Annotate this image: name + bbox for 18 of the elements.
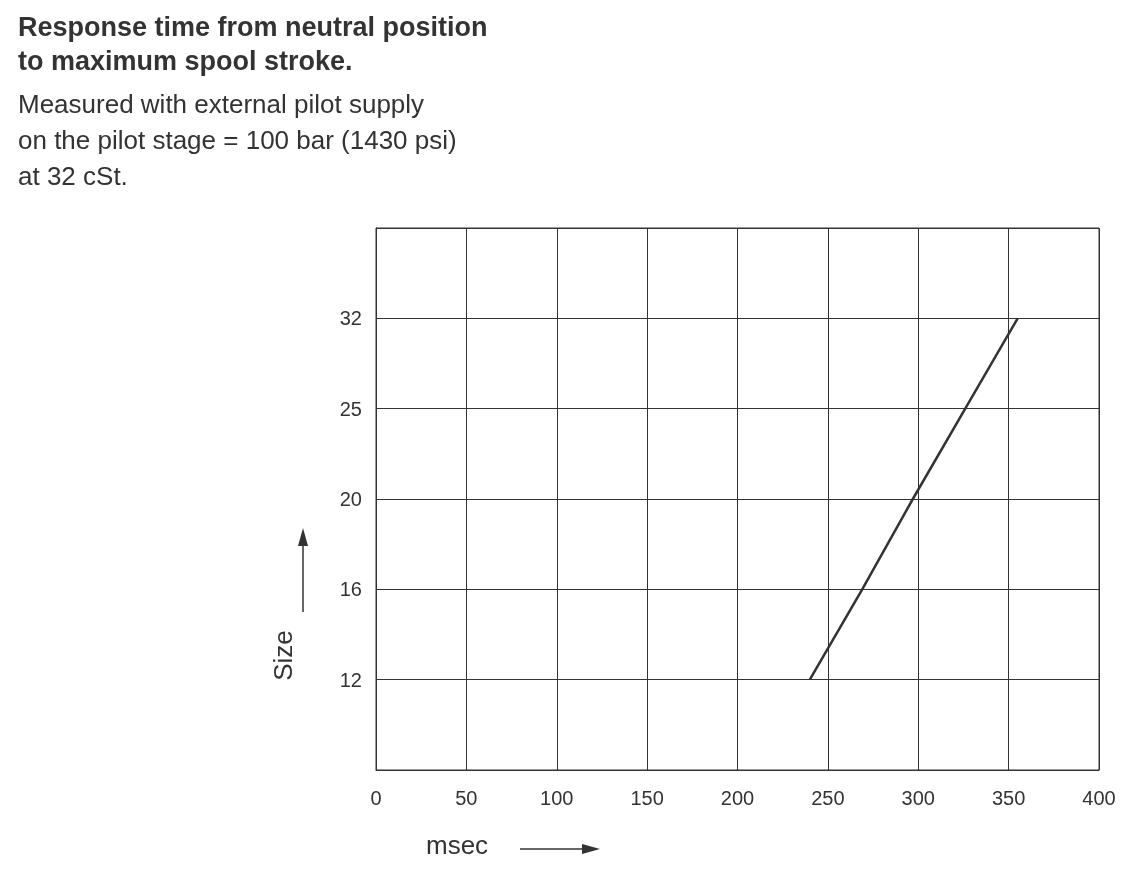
x-tick-label: 300 [901, 787, 935, 809]
x-tick-label: 350 [991, 787, 1026, 809]
x-tick-label: 100 [540, 787, 574, 809]
x-tick-label: 200 [720, 787, 755, 809]
x-tick-label: 250 [811, 787, 845, 809]
y-axis-title: Size [267, 630, 299, 681]
y-tick-label: 32 [339, 307, 362, 330]
y-tick-label: 12 [339, 668, 362, 691]
chart-title: Response time from neutral position to maximum spool stroke. [18, 11, 488, 78]
x-tick-label: 0 [370, 787, 382, 809]
x-tick-label: 150 [630, 787, 664, 809]
y-tick-label: 20 [339, 488, 362, 510]
x-axis-title: msec [426, 830, 489, 861]
y-tick-label: 16 [339, 578, 362, 601]
y-tick-label: 25 [339, 397, 362, 420]
chart-subtitle: Measured with external pilot supply on the pilot stage = 100 bar (1430 psi) at 32 cSt. [18, 88, 457, 193]
x-tick-label: 400 [1082, 787, 1116, 809]
x-tick-label: 50 [455, 787, 478, 809]
